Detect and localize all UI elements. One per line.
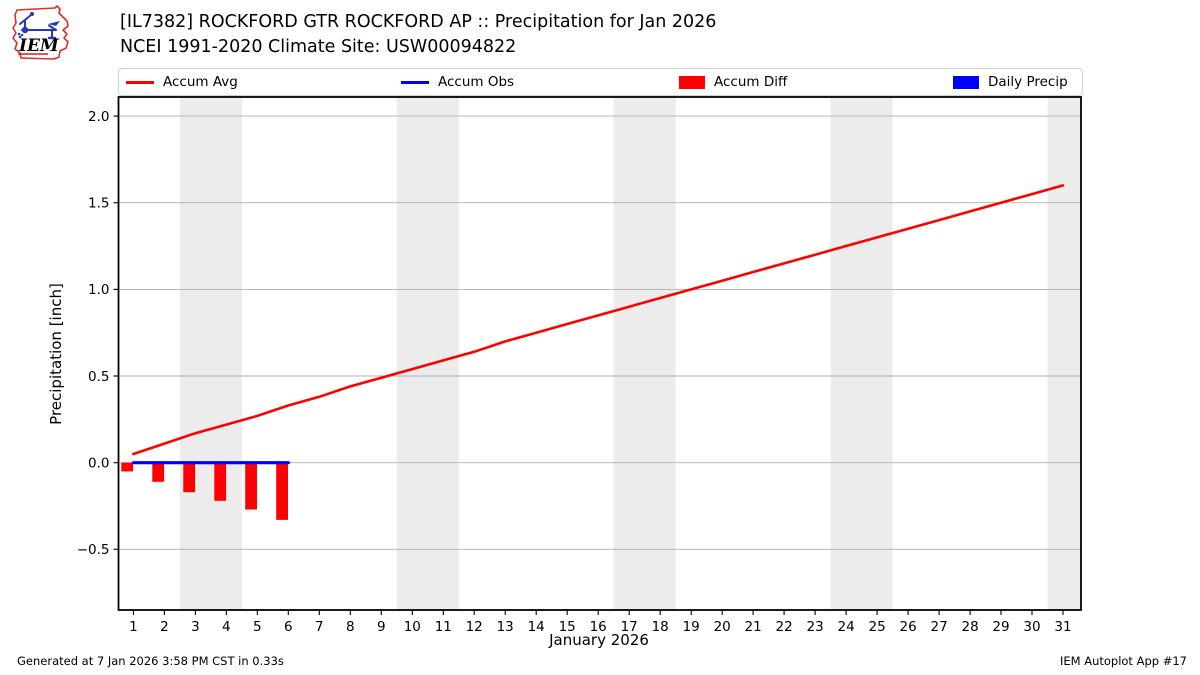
x-tick-label: 11 (435, 619, 452, 635)
y-tick-label: 1.0 (88, 282, 109, 298)
y-tick-label: 1.5 (88, 196, 109, 212)
x-tick-label: 27 (931, 619, 948, 635)
accum-obs-line-swatch (401, 80, 429, 84)
page-subtitle: NCEI 1991-2020 Climate Site: USW00094822 (120, 37, 517, 57)
legend-entry-accum-avg: Accum Avg (126, 69, 238, 95)
accum-diff-bar (152, 462, 165, 482)
x-tick-label: 26 (900, 619, 917, 635)
accum-diff-bar (183, 462, 196, 493)
x-tick-label: 30 (1023, 619, 1040, 635)
x-tick-label: 19 (683, 619, 700, 635)
legend-label-accum-diff: Accum Diff (714, 74, 788, 90)
x-tick-label: 3 (191, 619, 200, 635)
legend-entry-accum-diff: Accum Diff (679, 69, 787, 95)
weekend-band (1047, 97, 1081, 610)
legend-entry-daily-precip: Daily Precip (953, 69, 1068, 95)
weekend-band (179, 97, 242, 610)
iem-logo: IEM (12, 5, 69, 60)
x-tick-label: 15 (559, 619, 576, 635)
x-tick-label: 20 (714, 619, 731, 635)
x-tick-label: 24 (838, 619, 855, 635)
x-tick-label: 28 (962, 619, 979, 635)
x-tick-label: 13 (497, 619, 514, 635)
x-tick-label: 2 (160, 619, 169, 635)
weekend-band (830, 97, 893, 610)
x-tick-label: 17 (621, 619, 638, 635)
x-tick-label: 14 (528, 619, 545, 635)
x-tick-label: 29 (992, 619, 1009, 635)
x-tick-label: 23 (807, 619, 824, 635)
footer-app-text: IEM Autoplot App #17 (1059, 654, 1187, 668)
accum-avg-line-swatch (126, 80, 154, 84)
x-tick-label: 8 (346, 619, 355, 635)
x-tick-label: 18 (652, 619, 669, 635)
accum-diff-bar (245, 462, 257, 510)
x-tick-label: 31 (1054, 619, 1071, 635)
legend-label-daily-precip: Daily Precip (988, 74, 1068, 90)
page-title: [IL7382] ROCKFORD GTR ROCKFORD AP :: Pre… (120, 12, 717, 32)
x-tick-label: 21 (745, 619, 762, 635)
accum-diff-bar (121, 462, 134, 472)
x-tick-label: 16 (590, 619, 607, 635)
accum-avg-line (132, 184, 1065, 456)
y-tick-label: 2.0 (88, 109, 109, 125)
x-tick-label: 9 (377, 619, 386, 635)
x-tick-label: 1 (129, 619, 138, 635)
legend-label-accum-obs: Accum Obs (438, 74, 515, 90)
x-tick-label: 22 (776, 619, 793, 635)
y-axis-label: Precipitation [inch] (47, 283, 65, 425)
x-axis-label: January 2026 (548, 631, 649, 649)
accum-diff-box-swatch (679, 75, 705, 89)
x-tick-label: 5 (253, 619, 262, 635)
accum-diff-bar (214, 462, 227, 501)
daily-precip-box-swatch (953, 75, 979, 89)
x-tick-label: 7 (315, 619, 324, 635)
x-tick-label: 10 (404, 619, 421, 635)
y-tick-label: −0.5 (77, 542, 110, 558)
weekend-band (613, 97, 676, 610)
x-tick-label: 4 (222, 619, 231, 635)
iem-logo-text: IEM (18, 36, 60, 56)
plot-frame (117, 96, 1082, 611)
weekend-band (396, 97, 459, 610)
legend: Accum Avg Accum Obs Accum Diff Daily Pre… (118, 68, 1083, 96)
legend-label-accum-avg: Accum Avg (163, 74, 238, 90)
weather-vane-icon (17, 12, 60, 40)
y-tick-label: 0.5 (88, 369, 109, 385)
legend-entry-accum-obs: Accum Obs (401, 69, 514, 95)
x-tick-label: 12 (466, 619, 483, 635)
accum-diff-bar (276, 462, 288, 520)
footer-generated-text: Generated at 7 Jan 2026 3:58 PM CST in 0… (17, 654, 284, 668)
x-tick-label: 25 (869, 619, 886, 635)
x-tick-label: 6 (284, 619, 293, 635)
y-tick-label: 0.0 (88, 456, 109, 472)
